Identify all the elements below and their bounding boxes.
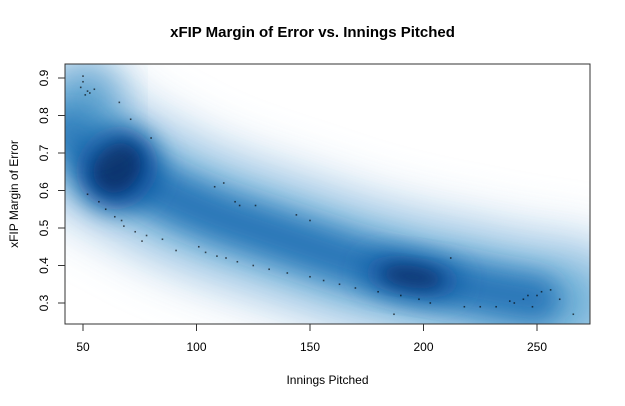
y-tick-label: 0.8 — [37, 107, 51, 124]
x-tick-label: 250 — [527, 340, 547, 354]
density-layer — [65, 64, 590, 324]
x-tick-label: 50 — [76, 340, 90, 354]
scatter-points — [79, 75, 575, 316]
plot-frame — [64, 63, 591, 325]
y-tick-label: 0.4 — [37, 257, 51, 274]
x-tick-label: 200 — [413, 340, 433, 354]
y-tick-label: 0.6 — [37, 182, 51, 199]
y-tick-label: 0.9 — [37, 69, 51, 86]
x-axis-label: Innings Pitched — [286, 373, 369, 387]
x-tick-label: 100 — [186, 340, 206, 354]
y-tick-label: 0.5 — [37, 219, 51, 236]
x-axis: 50 100 150 200 250 — [76, 324, 547, 354]
y-axis: 0.3 0.4 0.5 0.6 0.7 0.8 0.9 — [37, 69, 65, 311]
y-tick-label: 0.3 — [37, 294, 51, 311]
y-tick-label: 0.7 — [37, 144, 51, 161]
chart-title: xFIP Margin of Error vs. Innings Pitched — [170, 24, 455, 41]
x-tick-label: 150 — [300, 340, 320, 354]
